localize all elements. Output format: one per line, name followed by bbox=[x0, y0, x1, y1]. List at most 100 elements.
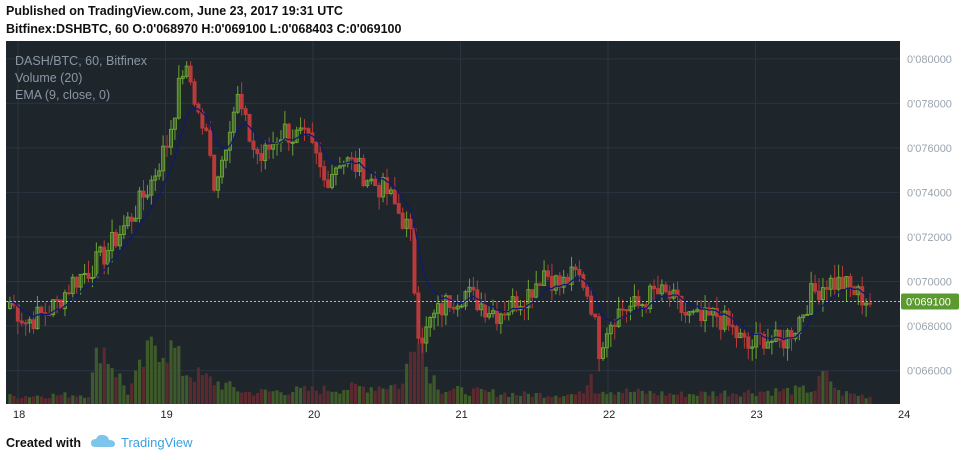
price-axis[interactable]: 0'066000 0'068000 0'070000 0'072000 0'074000… bbox=[901, 54, 959, 378]
volume-bar bbox=[742, 392, 746, 404]
candlestick-chart[interactable]: 0'066000 0'068000 0'070000 0'072000 0'074000… bbox=[0, 41, 966, 424]
volume-bar bbox=[141, 366, 146, 404]
candle-body bbox=[765, 341, 770, 349]
volume-bar bbox=[754, 395, 758, 404]
volume-bar bbox=[723, 390, 727, 404]
candle-body bbox=[722, 310, 727, 330]
candle-body bbox=[652, 285, 657, 290]
volume-bar bbox=[691, 394, 695, 404]
candle-body bbox=[129, 216, 134, 222]
candle-body bbox=[538, 283, 543, 287]
candle-body bbox=[318, 152, 323, 168]
volume-bar bbox=[420, 337, 424, 404]
candle-body bbox=[785, 330, 790, 349]
x-tick-label: 19 bbox=[161, 409, 173, 421]
candle-body bbox=[510, 296, 515, 312]
volume-bar bbox=[436, 389, 440, 404]
candle-body bbox=[695, 309, 700, 312]
volume-bar bbox=[224, 382, 228, 404]
volume-bar bbox=[353, 383, 358, 404]
volume-bar bbox=[766, 390, 770, 404]
candle-body bbox=[220, 159, 225, 178]
candle-body bbox=[443, 295, 448, 316]
candle-body bbox=[298, 127, 303, 131]
volume-bar bbox=[220, 389, 224, 404]
volume-bar bbox=[440, 393, 444, 404]
volume-bar bbox=[813, 390, 817, 404]
candle-body bbox=[805, 313, 810, 316]
y-tick-label: 0'072000 bbox=[907, 232, 952, 244]
candle-body bbox=[620, 308, 625, 311]
volume-bar bbox=[785, 387, 790, 404]
volume-bar bbox=[487, 391, 491, 404]
candle-body bbox=[106, 250, 111, 265]
candle-body bbox=[137, 190, 142, 219]
candle-body bbox=[585, 286, 590, 297]
candle-body bbox=[55, 299, 60, 302]
volume-bar bbox=[118, 373, 122, 404]
candle-body bbox=[671, 289, 676, 299]
candle-body bbox=[282, 123, 287, 141]
volume-bar bbox=[518, 395, 523, 404]
candle-body bbox=[691, 310, 696, 313]
volume-bar bbox=[695, 395, 699, 404]
volume-bar bbox=[228, 381, 232, 404]
volume-bar bbox=[310, 386, 314, 404]
volume-bar bbox=[401, 383, 405, 404]
volume-bar bbox=[192, 381, 197, 404]
volume-bar bbox=[511, 392, 515, 404]
volume-bar bbox=[534, 393, 538, 404]
candle-body bbox=[396, 203, 401, 214]
volume-bar bbox=[856, 395, 860, 404]
legend-ema: EMA (9, close, 0) bbox=[15, 88, 110, 102]
volume-bar bbox=[526, 393, 530, 404]
candle-body bbox=[848, 276, 853, 288]
time-axis[interactable]: 18 19 20 21 22 23 24 bbox=[13, 409, 910, 421]
candle-body bbox=[388, 189, 393, 195]
volume-bar bbox=[495, 396, 499, 404]
volume-bar bbox=[251, 395, 256, 404]
volume-bar bbox=[102, 347, 106, 404]
candle-body bbox=[251, 140, 256, 150]
candle-body bbox=[608, 324, 613, 335]
volume-bar bbox=[444, 391, 448, 404]
candle-body bbox=[746, 336, 751, 349]
candle-body bbox=[408, 218, 413, 230]
volume-bar bbox=[306, 390, 311, 404]
volume-bar bbox=[864, 398, 868, 404]
volume-bar bbox=[546, 396, 550, 404]
candle-body bbox=[593, 313, 598, 318]
volume-bar bbox=[746, 389, 750, 404]
candle-body bbox=[494, 310, 499, 324]
volume-bar bbox=[86, 397, 91, 404]
volume-bar bbox=[676, 394, 680, 404]
volume-bar bbox=[448, 390, 452, 404]
volume-bar bbox=[271, 391, 275, 404]
volume-bar bbox=[491, 389, 495, 404]
volume-bar bbox=[302, 386, 307, 404]
candle-body bbox=[561, 276, 566, 288]
volume-bar bbox=[357, 386, 362, 404]
candle-body bbox=[345, 157, 350, 164]
candle-body bbox=[365, 180, 370, 187]
legend-symbol: DASH/BTC, 60, Bitfinex bbox=[15, 54, 148, 68]
volume-bar bbox=[617, 391, 621, 404]
tradingview-brand-link[interactable]: TradingView bbox=[121, 435, 193, 450]
candle-body bbox=[813, 283, 818, 292]
candle-body bbox=[227, 131, 232, 151]
candle-body bbox=[628, 305, 633, 312]
candle-body bbox=[82, 272, 87, 275]
volume-bar bbox=[432, 375, 436, 404]
candle-body bbox=[412, 228, 417, 294]
volume-bar bbox=[566, 394, 570, 404]
volume-bar bbox=[652, 393, 656, 404]
candle-body bbox=[718, 315, 723, 330]
candle-body bbox=[502, 313, 507, 316]
candle-body bbox=[762, 334, 766, 349]
volume-bar bbox=[346, 389, 350, 404]
volume-bar bbox=[299, 387, 303, 404]
volume-bar bbox=[157, 361, 161, 404]
candle-body bbox=[216, 176, 221, 191]
volume-bar bbox=[283, 394, 287, 404]
volume-bar bbox=[169, 340, 173, 404]
